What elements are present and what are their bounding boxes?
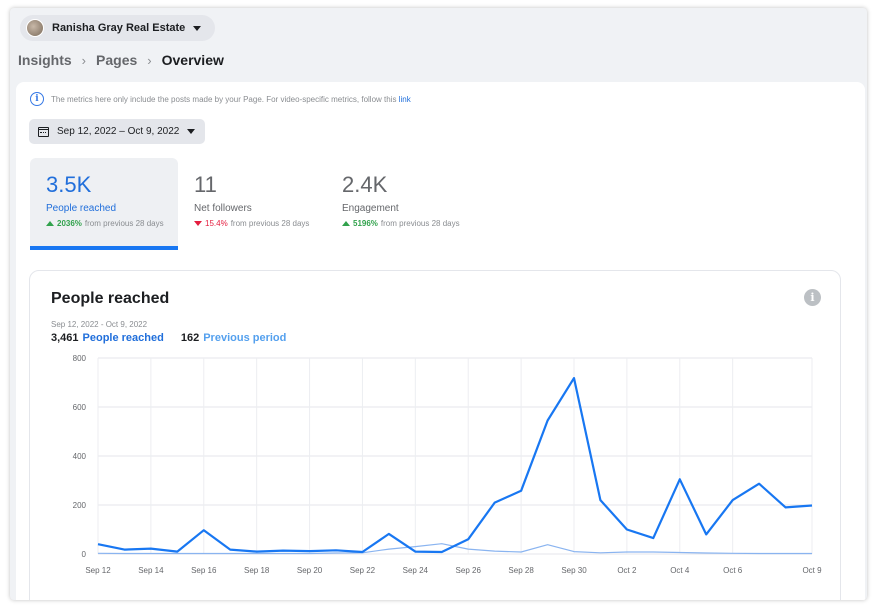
x-tick-label: Sep 16: [191, 566, 217, 575]
metric-change-percent: 15.4%: [205, 219, 228, 228]
arrow-up-icon: [342, 221, 350, 226]
metric-tabs: 3.5K People reached 2036% from previous …: [30, 158, 474, 250]
metric-label: Net followers: [194, 203, 252, 214]
x-tick-label: Sep 30: [561, 566, 587, 575]
y-tick-label: 600: [73, 403, 87, 412]
x-tick-label: Sep 20: [297, 566, 323, 575]
chevron-right-icon: ›: [81, 52, 87, 68]
notice-text: The metrics here only include the posts …: [51, 94, 397, 104]
metric-change-percent: 5196%: [353, 219, 378, 228]
card-totals: 3,461 People reached 162 Previous period: [51, 332, 286, 344]
caret-down-icon: [193, 25, 202, 31]
series-line-people-reached: [97, 376, 813, 554]
breadcrumb: Insights › Pages › Overview: [18, 52, 224, 68]
chevron-right-icon: ›: [147, 52, 152, 68]
x-tick-label: Sep 28: [508, 566, 534, 575]
tab-net-followers[interactable]: 11 Net followers 15.4% from previous 28 …: [178, 158, 326, 250]
card-date-range: Sep 12, 2022 - Oct 9, 2022: [51, 320, 148, 329]
y-tick-label: 400: [73, 452, 87, 461]
previous-total-label: Previous period: [203, 332, 287, 344]
breadcrumb-insights[interactable]: Insights: [18, 52, 72, 68]
x-tick-label: Sep 18: [244, 566, 270, 575]
y-tick-label: 800: [73, 354, 87, 363]
calendar-icon: [38, 126, 49, 137]
x-tick-label: Oct 4: [670, 566, 690, 575]
insights-window: Ranisha Gray Real Estate Insights › Page…: [10, 8, 867, 600]
date-range-picker[interactable]: Sep 12, 2022 – Oct 9, 2022: [29, 119, 206, 144]
people-reached-chart: 0 200 400 600 800 Sep 12 Sep 14 Sep 16 Sep 18 Sep…: [73, 354, 822, 575]
date-range-label: Sep 12, 2022 – Oct 9, 2022: [57, 126, 180, 137]
metric-value: 2.4K: [342, 172, 388, 197]
current-total: 3,461 People reached: [51, 332, 164, 344]
previous-total: 162 Previous period: [181, 332, 287, 344]
metric-change-percent: 2036%: [57, 219, 82, 228]
x-tick-label: Oct 6: [723, 566, 743, 575]
tab-people-reached[interactable]: 3.5K People reached 2036% from previous …: [30, 158, 178, 250]
previous-total-value: 162: [180, 332, 200, 344]
x-tick-label: Oct 2: [617, 566, 637, 575]
current-total-label: People reached: [82, 332, 164, 344]
x-tick-label: Oct 9: [802, 566, 822, 575]
card-title: People reached: [51, 290, 170, 307]
arrow-down-icon: [194, 221, 202, 226]
metric-change: 2036% from previous 28 days: [46, 219, 178, 228]
arrow-up-icon: [46, 221, 54, 226]
y-tick-label: 200: [73, 501, 87, 510]
info-icon[interactable]: i: [804, 289, 821, 306]
tab-engagement[interactable]: 2.4K Engagement 5196% from previous 28 d…: [326, 158, 474, 250]
metric-label: Engagement: [342, 203, 399, 214]
overview-panel: i The metrics here only include the post…: [16, 82, 865, 600]
y-tick-label: 0: [82, 550, 87, 559]
x-tick-label: Sep 26: [456, 566, 482, 575]
metric-label: People reached: [46, 203, 117, 214]
page-avatar: [26, 19, 44, 37]
x-tick-label: Sep 12: [85, 566, 111, 575]
breadcrumb-overview: Overview: [161, 52, 224, 68]
page-switcher-button[interactable]: Ranisha Gray Real Estate: [20, 15, 216, 41]
metric-change-suffix: from previous 28 days: [380, 219, 460, 228]
metric-change-suffix: from previous 28 days: [230, 219, 310, 228]
notice-link[interactable]: link: [398, 94, 411, 104]
caret-down-icon: [187, 129, 196, 134]
metric-value: 11: [194, 172, 217, 197]
metric-change-suffix: from previous 28 days: [84, 219, 164, 228]
people-reached-card: People reached i Sep 12, 2022 - Oct 9, 2…: [29, 270, 841, 600]
info-icon: i: [30, 92, 44, 106]
metric-change: 5196% from previous 28 days: [342, 219, 474, 228]
metric-value: 3.5K: [46, 172, 92, 197]
breadcrumb-pages[interactable]: Pages: [96, 52, 138, 68]
x-tick-label: Sep 14: [138, 566, 164, 575]
x-tick-label: Sep 24: [403, 566, 429, 575]
metrics-notice: i The metrics here only include the post…: [30, 92, 411, 106]
page-name: Ranisha Gray Real Estate: [52, 22, 186, 34]
current-total-value: 3,461: [51, 332, 79, 344]
x-tick-label: Sep 22: [350, 566, 376, 575]
metric-change: 15.4% from previous 28 days: [194, 219, 326, 228]
